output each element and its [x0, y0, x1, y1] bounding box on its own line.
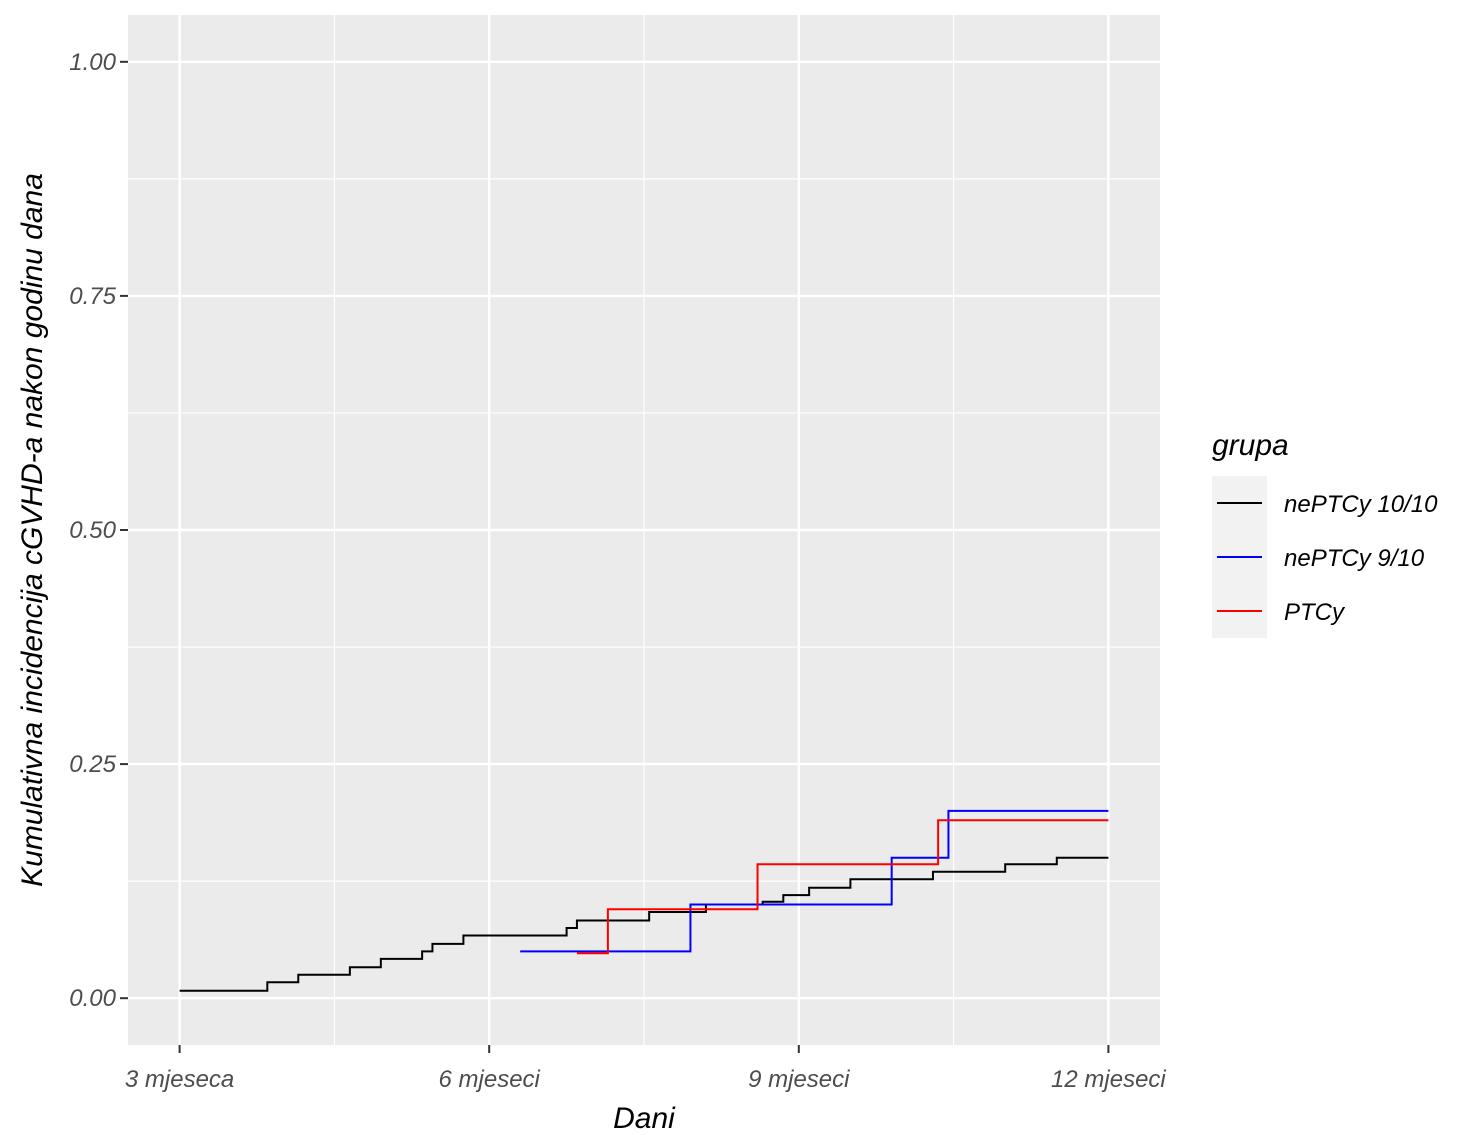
x-tick-label: 6 mjeseci [439, 1066, 541, 1093]
legend-items: nePTCy 10/10 nePTCy 9/10 PTCy [1217, 491, 1438, 626]
legend-label-0: nePTCy 10/10 [1284, 491, 1438, 518]
series-line-1 [520, 809, 1109, 953]
legend-label-2: PTCy [1284, 599, 1346, 626]
x-axis-title: Dani [613, 1102, 676, 1135]
legend-title: grupa [1212, 429, 1289, 462]
y-tick-label: 0.50 [69, 517, 116, 544]
y-axis: 0.00 0.25 0.50 0.75 1.00 [69, 49, 128, 1012]
y-tick-label: 1.00 [69, 49, 116, 76]
y-axis-title: Kumulativna incidencija cGVHD-a nakon go… [16, 173, 49, 887]
y-tick-label: 0.00 [69, 985, 116, 1012]
y-tick-label: 0.25 [69, 751, 116, 778]
x-tick-label: 9 mjeseci [748, 1066, 850, 1093]
series-line-2 [576, 819, 1109, 955]
x-axis: 3 mjeseca 6 mjeseci 9 mjeseci 12 mjeseci [125, 1045, 1166, 1093]
legend-label-1: nePTCy 9/10 [1284, 545, 1425, 572]
y-tick-label: 0.75 [69, 283, 116, 310]
x-tick-label: 3 mjeseca [125, 1066, 234, 1093]
x-tick-label: 12 mjeseci [1051, 1066, 1166, 1093]
series-layer [179, 809, 1109, 992]
series-line-0 [179, 856, 1109, 992]
legend: grupa nePTCy 10/10 nePTCy 9/10 PTCy [1212, 429, 1438, 638]
grid-major [128, 15, 1160, 1045]
